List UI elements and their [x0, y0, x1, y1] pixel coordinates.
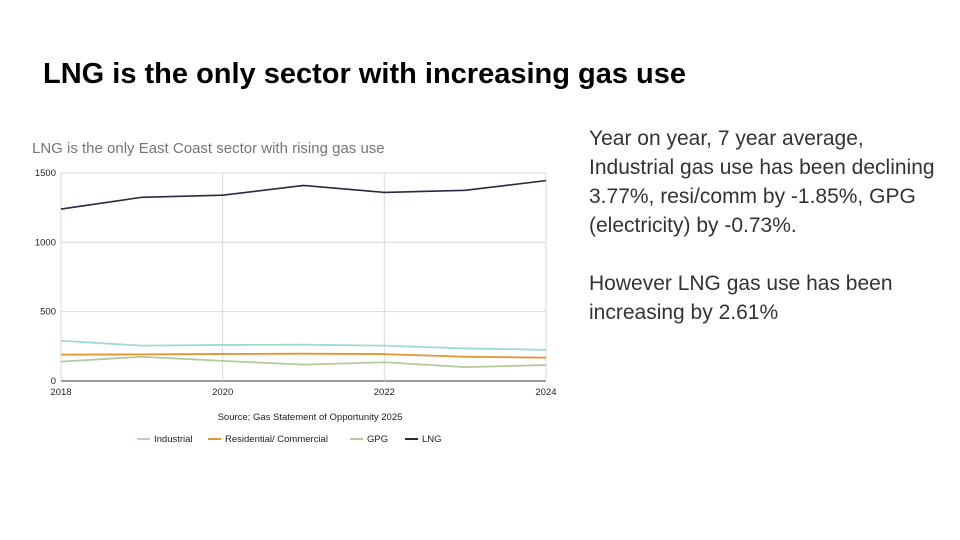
- y-axis-ticks: 0 500 1000 1500: [35, 168, 56, 387]
- chart-title: LNG is the only East Coast sector with r…: [32, 140, 385, 157]
- y-tick-label: 1500: [35, 168, 56, 179]
- slide-title: LNG is the only sector with increasing g…: [43, 58, 686, 90]
- x-axis-ticks: 2018 2020 2022 2024: [50, 387, 556, 398]
- x-axis-label: Source; Gas Statement of Opportunity 202…: [218, 412, 403, 423]
- legend-label: LNG: [422, 434, 442, 445]
- y-tick-label: 0: [51, 376, 56, 387]
- series-line-lng: [60, 179, 547, 210]
- y-tick-label: 1000: [35, 237, 56, 248]
- legend-label: Residential/ Commercial: [225, 434, 328, 445]
- chart-series: [60, 179, 547, 369]
- chart-svg: LNG is the only East Coast sector with r…: [32, 140, 557, 445]
- chart-legend: Industrial Residential/ Commercial GPG LNG: [137, 434, 442, 445]
- x-tick-label: 2024: [535, 387, 556, 398]
- line-chart: LNG is the only East Coast sector with r…: [20, 130, 580, 460]
- body-text: Year on year, 7 year average, Industrial…: [589, 124, 939, 356]
- legend-label: Industrial: [154, 434, 193, 445]
- chart-grid: [60, 172, 547, 382]
- x-tick-label: 2020: [212, 387, 233, 398]
- x-tick-label: 2022: [374, 387, 395, 398]
- paragraph-declines: Year on year, 7 year average, Industrial…: [589, 127, 935, 237]
- series-line-residential-commercial: [60, 352, 547, 359]
- series-line-gpg: [60, 355, 547, 369]
- legend-label: GPG: [367, 434, 388, 445]
- series-line-industrial: [60, 339, 547, 351]
- y-tick-label: 500: [40, 307, 56, 318]
- paragraph-lng: However LNG gas use has been increasing …: [589, 272, 893, 324]
- x-tick-label: 2018: [50, 387, 71, 398]
